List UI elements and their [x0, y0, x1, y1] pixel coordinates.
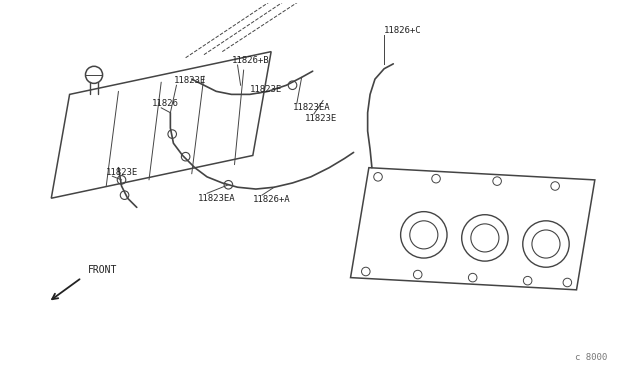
Text: 11826+A: 11826+A [253, 195, 291, 204]
Text: 11823EA: 11823EA [198, 194, 236, 203]
Text: FRONT: FRONT [88, 264, 117, 275]
Text: c 8000: c 8000 [575, 353, 607, 362]
Text: 11823E: 11823E [305, 114, 337, 124]
Text: 11826+C: 11826+C [384, 26, 422, 35]
Text: 11826: 11826 [152, 99, 179, 108]
Text: 11823EA: 11823EA [292, 103, 330, 112]
Text: 11823E: 11823E [250, 85, 282, 94]
Text: 11823E: 11823E [173, 77, 205, 86]
Text: 11823E: 11823E [106, 168, 138, 177]
Text: 11826+B: 11826+B [232, 56, 269, 65]
